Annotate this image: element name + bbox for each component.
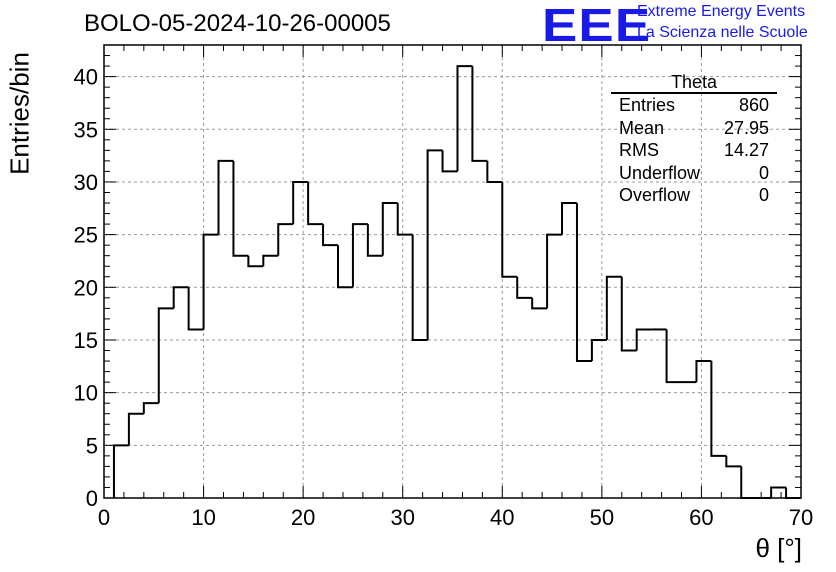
histogram-bin [307,181,324,226]
histogram-bin [620,276,637,352]
plot-frame [103,44,802,499]
histogram-bin [486,160,503,183]
histogram-bin [546,233,563,309]
histogram-bin [112,444,129,498]
stats-value: 860 [738,95,769,115]
histogram-bin [322,224,338,247]
histogram-bin [665,329,682,384]
x-tick-label: 40 [490,505,514,530]
stats-box: Theta Entries 860 Mean 27.95 RMS 14.27 U… [611,72,777,207]
histogram-bin [127,412,144,446]
histogram-bin [247,255,264,268]
stats-title: Theta [611,72,777,94]
histogram-bin [351,223,368,288]
histogram-bin [441,150,458,173]
stats-row-overflow: Overflow 0 [611,184,777,207]
x-tick-label: 60 [689,505,713,530]
y-tick-label: 0 [86,486,98,511]
histogram-bin [411,234,428,341]
histogram-bin [262,254,279,267]
histogram-bin [785,487,801,499]
x-tick-label: 30 [390,505,414,530]
logo-caption-line1: Extreme Energy Events [637,3,806,20]
stats-value: 14.27 [723,140,769,161]
x-tick-label: 10 [191,505,215,530]
stats-label: RMS [619,140,659,161]
histogram-bin [740,466,757,499]
x-tick-label: 0 [98,505,110,530]
histogram-bin [471,66,488,162]
y-tick-label: 10 [74,381,98,406]
histogram-bin [695,360,712,383]
histogram-bin [366,224,383,257]
stats-row-underflow: Underflow 0 [611,162,777,185]
y-tick-label: 25 [74,223,98,248]
histogram-bin [575,203,592,363]
chart-title: BOLO-05-2024-10-26-00005 [84,10,391,37]
y-tick-label: 5 [86,433,98,458]
histogram-bin [292,180,309,225]
histogram-bin [531,297,548,310]
stats-value: 0 [758,162,769,183]
histogram-bin [426,149,443,340]
stats-row-rms: RMS 14.27 [611,139,777,162]
histogram-bin [232,160,249,257]
y-tick-label: 15 [74,328,98,353]
stats-label: Entries [619,95,676,115]
x-tick-label: 50 [590,505,614,530]
histogram-bin [157,307,174,404]
stats-label: Overflow [619,185,691,206]
x-tick-label: 20 [291,505,315,530]
histogram-bin [217,159,234,235]
histogram-bin [142,402,159,414]
histogram-bin [396,203,413,236]
histogram-bin [456,65,473,172]
histogram-bin [187,287,204,331]
y-axis-label: Entries/bin [4,52,35,175]
histogram-bin [277,223,294,256]
stats-value: 27.95 [723,117,769,138]
histogram-bin [516,276,533,299]
logo-caption-line2: La Scienza nelle Scuole [637,24,808,41]
histogram-bin [561,202,577,235]
y-tick-label: 20 [74,275,98,300]
histogram-bin [725,455,742,468]
histogram-bin [501,181,518,278]
histogram-bin [172,286,189,309]
y-tick-label: 30 [74,170,98,195]
stats-label: Mean [619,117,665,138]
y-tick-label: 40 [74,65,98,90]
x-axis-label: θ [°] [755,533,802,563]
histogram-bin [710,361,727,457]
histogram-bin [635,328,652,351]
x-tick-label: 70 [789,505,813,530]
histogram-bin [590,338,607,362]
histogram-bin [336,245,353,289]
histogram-bin [202,233,219,330]
histogram-bin [770,486,787,498]
stats-label: Underflow [619,162,701,183]
histogram-bin [605,275,622,340]
histogram-bin [381,202,398,256]
eee-logo: EEE [542,0,652,51]
y-tick-label: 35 [74,117,98,142]
stats-row-entries: Entries 860 [611,94,777,117]
stats-value: 0 [758,185,769,206]
stats-row-mean: Mean 27.95 [611,117,777,140]
